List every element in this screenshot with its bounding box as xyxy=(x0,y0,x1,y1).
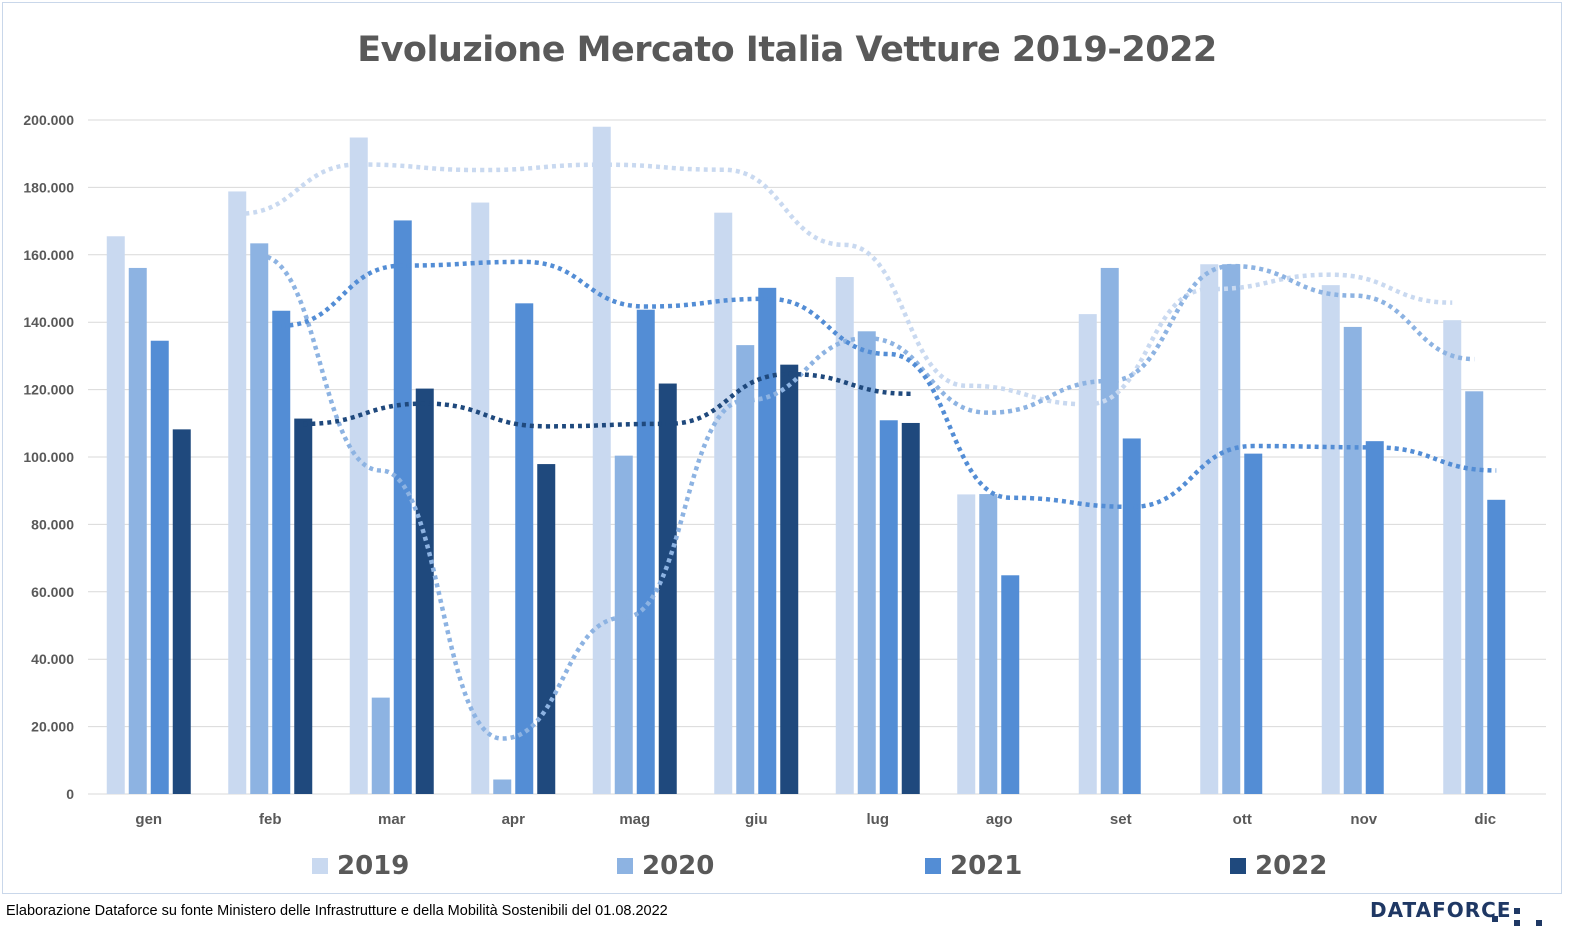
bar-2022-giu xyxy=(780,364,799,794)
dataforce-logo: DATAFORCE xyxy=(1370,898,1542,928)
y-tick-label: 200.000 xyxy=(23,112,74,128)
bar-2019-ago xyxy=(957,494,976,794)
bar-2021-gen xyxy=(150,340,169,794)
legend-item-2019: 2019 xyxy=(312,848,409,884)
bar-2019-feb xyxy=(228,191,247,795)
legend-label: 2021 xyxy=(950,851,1023,881)
legend-label: 2022 xyxy=(1255,851,1328,881)
bar-2021-ott xyxy=(1244,453,1263,794)
legend-swatch xyxy=(1230,858,1246,874)
bar-2022-gen xyxy=(172,429,191,794)
y-tick-label: 40.000 xyxy=(31,651,74,667)
bar-2020-gen xyxy=(128,267,147,794)
x-tick-label-giu: giu xyxy=(745,811,768,828)
bar-2022-feb xyxy=(294,418,313,794)
legend: 2019 2020 2021 2022 xyxy=(0,848,1574,888)
y-axis-ticks: 0 20.000 40.000 60.000 80.000 100.000 120.000 1… xyxy=(23,112,74,802)
bar-2021-mag xyxy=(636,309,655,794)
bar-2020-giu xyxy=(736,345,755,794)
bar-2021-nov xyxy=(1365,441,1384,794)
bar-2019-dic xyxy=(1443,320,1462,794)
bar-2022-lug xyxy=(901,422,920,794)
x-tick-label-ott: ott xyxy=(1233,811,1252,828)
y-tick-label: 160.000 xyxy=(23,247,74,263)
y-tick-label: 80.000 xyxy=(31,516,74,532)
bar-2022-mar xyxy=(415,388,434,794)
bar-2020-mar xyxy=(371,697,390,794)
bar-2020-set xyxy=(1100,267,1119,794)
trendline-2019 xyxy=(237,162,1453,407)
bar-2019-giu xyxy=(714,212,733,795)
x-tick-label-dic: dic xyxy=(1474,811,1496,828)
bar-2021-apr xyxy=(515,303,534,794)
legend-label: 2020 xyxy=(642,851,715,881)
bar-2019-gen xyxy=(106,236,125,794)
x-tick-label-nov: nov xyxy=(1350,811,1377,828)
bar-2021-mar xyxy=(393,220,412,794)
bar-2020-ott xyxy=(1222,264,1241,795)
gridlines xyxy=(88,119,1546,795)
brand-wordmark: DATAFORCE xyxy=(1370,898,1512,922)
x-tick-label-set: set xyxy=(1110,811,1132,828)
x-tick-label-ago: ago xyxy=(986,811,1013,828)
x-tick-label-feb: feb xyxy=(259,811,282,828)
bar-2019-nov xyxy=(1321,285,1340,794)
bar-2019-set xyxy=(1078,314,1097,794)
x-axis-ticks: gen feb mar apr mag giu lug ago set ott nov dic xyxy=(135,811,1496,828)
legend-item-2022: 2022 xyxy=(1230,848,1327,884)
y-tick-label: 20.000 xyxy=(31,719,74,735)
y-tick-label: 60.000 xyxy=(31,584,74,600)
bar-2020-mag xyxy=(614,455,633,794)
y-tick-label: 120.000 xyxy=(23,382,74,398)
legend-swatch xyxy=(617,858,633,874)
x-tick-label-gen: gen xyxy=(135,811,162,828)
bar-2020-nov xyxy=(1343,326,1362,794)
legend-item-2020: 2020 xyxy=(617,848,714,884)
bar-2020-feb xyxy=(250,243,269,795)
footer-source-note: Elaborazione Dataforce su fonte Minister… xyxy=(6,903,668,919)
x-tick-label-mag: mag xyxy=(619,811,650,828)
bar-2019-lug xyxy=(835,277,854,794)
bar-2021-giu xyxy=(758,287,777,794)
bar-2022-apr xyxy=(537,464,556,794)
legend-swatch xyxy=(925,858,941,874)
bar-2020-ago xyxy=(979,494,998,794)
y-tick-label: 140.000 xyxy=(23,314,74,330)
y-tick-label: 180.000 xyxy=(23,179,74,195)
trendline-2022 xyxy=(303,371,911,429)
bar-2021-set xyxy=(1122,438,1141,794)
bar-2019-mag xyxy=(592,126,611,795)
legend-label: 2019 xyxy=(337,851,410,881)
bar-2021-ago xyxy=(1001,575,1020,794)
x-tick-label-apr: apr xyxy=(502,811,526,828)
bars xyxy=(106,126,1506,795)
trendline-2021 xyxy=(281,259,1497,510)
legend-item-2021: 2021 xyxy=(925,848,1022,884)
x-tick-label-lug: lug xyxy=(867,811,890,828)
bar-2022-mag xyxy=(658,383,677,794)
bar-2020-lug xyxy=(857,331,876,794)
chart-title: Evoluzione Mercato Italia Vetture 2019-2… xyxy=(357,30,1217,70)
bar-2020-apr xyxy=(493,779,512,794)
bar-2021-lug xyxy=(879,420,898,794)
y-tick-label: 100.000 xyxy=(23,449,74,465)
trendlines xyxy=(237,162,1497,741)
x-tick-label-mar: mar xyxy=(378,811,406,828)
bar-2019-mar xyxy=(349,137,368,795)
y-tick-label: 0 xyxy=(66,786,74,802)
legend-swatch xyxy=(312,858,328,874)
bar-2021-dic xyxy=(1487,499,1506,794)
bar-2019-apr xyxy=(471,202,490,794)
bar-2021-feb xyxy=(272,310,291,794)
bar-2019-ott xyxy=(1200,264,1219,795)
bar-2020-dic xyxy=(1465,391,1484,794)
